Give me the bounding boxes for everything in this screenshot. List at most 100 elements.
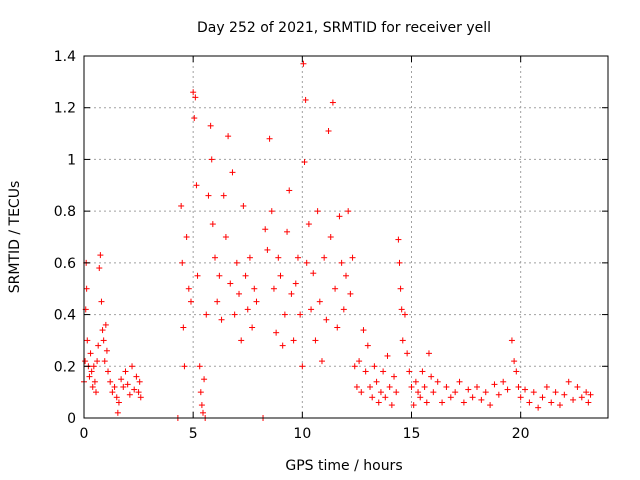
data-point — [94, 358, 101, 365]
data-point — [539, 394, 546, 401]
data-point — [294, 254, 301, 261]
data-point — [570, 396, 577, 403]
data-point — [277, 272, 284, 279]
data-point — [101, 358, 108, 365]
data-point — [428, 373, 435, 380]
data-point — [399, 337, 406, 344]
data-point — [515, 383, 522, 390]
data-point — [114, 409, 121, 416]
data-point — [253, 298, 260, 305]
data-point — [314, 208, 321, 215]
data-point — [332, 285, 339, 292]
data-point — [434, 378, 441, 385]
data-point — [351, 363, 358, 370]
x-tick-label: 20 — [512, 426, 530, 442]
data-point — [231, 311, 238, 318]
data-point — [82, 358, 89, 365]
data-point — [517, 394, 524, 401]
data-point — [262, 226, 269, 233]
data-point — [380, 368, 387, 375]
data-point — [268, 208, 275, 215]
data-point — [86, 373, 93, 380]
data-point — [578, 394, 585, 401]
x-axis-label: GPS time / hours — [285, 458, 402, 474]
data-point — [574, 383, 581, 390]
data-point — [430, 389, 437, 396]
data-point — [345, 208, 352, 215]
data-point — [349, 254, 356, 261]
data-point — [585, 399, 592, 406]
data-point — [447, 394, 454, 401]
data-point — [97, 252, 104, 259]
data-point — [249, 324, 256, 331]
grid-lines — [84, 56, 608, 418]
data-point — [500, 378, 507, 385]
data-point — [369, 394, 376, 401]
data-point — [124, 381, 131, 388]
data-point — [310, 270, 317, 277]
data-point — [443, 383, 450, 390]
y-tick-label: 1 — [67, 152, 76, 168]
data-point — [102, 321, 109, 328]
data-point — [87, 350, 94, 357]
data-point — [207, 122, 214, 129]
data-point — [386, 383, 393, 390]
data-point — [220, 192, 227, 199]
data-point — [535, 404, 542, 411]
data-point — [329, 99, 336, 106]
data-point — [281, 311, 288, 318]
data-point — [227, 280, 234, 287]
data-point — [201, 376, 208, 383]
y-tick-label: 0 — [67, 411, 76, 427]
data-point — [305, 221, 312, 228]
data-point — [209, 221, 216, 228]
data-points — [81, 60, 594, 421]
data-point — [264, 246, 271, 253]
data-point — [286, 187, 293, 194]
y-tick-label: 0.2 — [54, 359, 76, 375]
data-point — [504, 386, 511, 393]
data-point — [205, 192, 212, 199]
data-point — [301, 159, 308, 166]
data-point — [190, 89, 197, 96]
data-point — [302, 96, 309, 103]
data-point — [421, 383, 428, 390]
data-point — [303, 259, 310, 266]
data-point — [180, 324, 187, 331]
data-point — [270, 285, 277, 292]
y-tick-label: 1.4 — [54, 49, 76, 65]
data-point — [194, 272, 201, 279]
data-point — [367, 383, 374, 390]
data-point — [561, 391, 568, 398]
data-point — [340, 306, 347, 313]
data-point — [89, 383, 96, 390]
data-point — [216, 272, 223, 279]
x-tick-labels: 0 5 10 15 20 — [80, 426, 530, 442]
data-point — [196, 363, 203, 370]
data-point — [193, 182, 200, 189]
data-point — [208, 156, 215, 163]
data-point — [300, 60, 307, 67]
data-point — [423, 399, 430, 406]
data-point — [495, 391, 502, 398]
data-point — [375, 399, 382, 406]
data-point — [91, 378, 98, 385]
data-point — [530, 389, 537, 396]
data-point — [408, 383, 415, 390]
data-point — [129, 363, 136, 370]
data-point — [192, 94, 199, 101]
data-point — [388, 402, 395, 409]
data-point — [371, 363, 378, 370]
data-point — [214, 298, 221, 305]
y-tick-labels: 0 0.2 0.4 0.6 0.8 1 1.2 1.4 — [54, 49, 76, 427]
data-point — [122, 368, 129, 375]
data-point — [100, 337, 107, 344]
data-point — [513, 368, 520, 375]
data-point — [111, 383, 118, 390]
data-point — [417, 394, 424, 401]
data-point — [181, 363, 188, 370]
data-point — [391, 373, 398, 380]
data-point — [233, 259, 240, 266]
data-point — [587, 391, 594, 398]
data-point — [118, 376, 125, 383]
